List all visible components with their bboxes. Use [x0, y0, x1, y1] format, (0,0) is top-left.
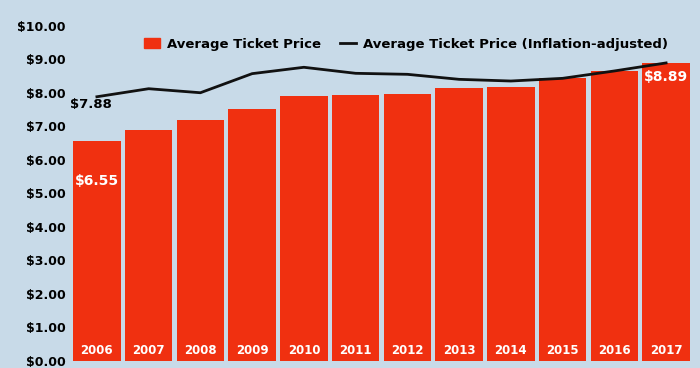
Text: 2016: 2016 — [598, 344, 631, 357]
Text: 2017: 2017 — [650, 344, 682, 357]
Legend: Average Ticket Price, Average Ticket Price (Inflation-adjusted): Average Ticket Price, Average Ticket Pri… — [139, 32, 673, 56]
Bar — [643, 63, 690, 361]
Bar — [176, 120, 224, 361]
Bar — [539, 78, 587, 361]
Text: 2009: 2009 — [236, 344, 269, 357]
Text: 2011: 2011 — [340, 344, 372, 357]
Bar — [435, 88, 483, 361]
Text: 2007: 2007 — [132, 344, 165, 357]
Bar — [591, 71, 638, 361]
Text: $8.89: $8.89 — [644, 70, 688, 84]
Bar — [73, 141, 120, 361]
Bar — [125, 130, 172, 361]
Text: 2013: 2013 — [443, 344, 475, 357]
Bar — [280, 96, 328, 361]
Bar — [228, 110, 276, 361]
Text: 2006: 2006 — [80, 344, 113, 357]
Bar — [487, 87, 535, 361]
Text: $7.88: $7.88 — [70, 98, 112, 112]
Bar — [332, 95, 379, 361]
Bar — [384, 94, 431, 361]
Text: 2012: 2012 — [391, 344, 423, 357]
Text: 2014: 2014 — [494, 344, 527, 357]
Text: 2010: 2010 — [288, 344, 320, 357]
Text: 2008: 2008 — [184, 344, 217, 357]
Text: $6.55: $6.55 — [75, 174, 119, 188]
Text: 2015: 2015 — [546, 344, 579, 357]
